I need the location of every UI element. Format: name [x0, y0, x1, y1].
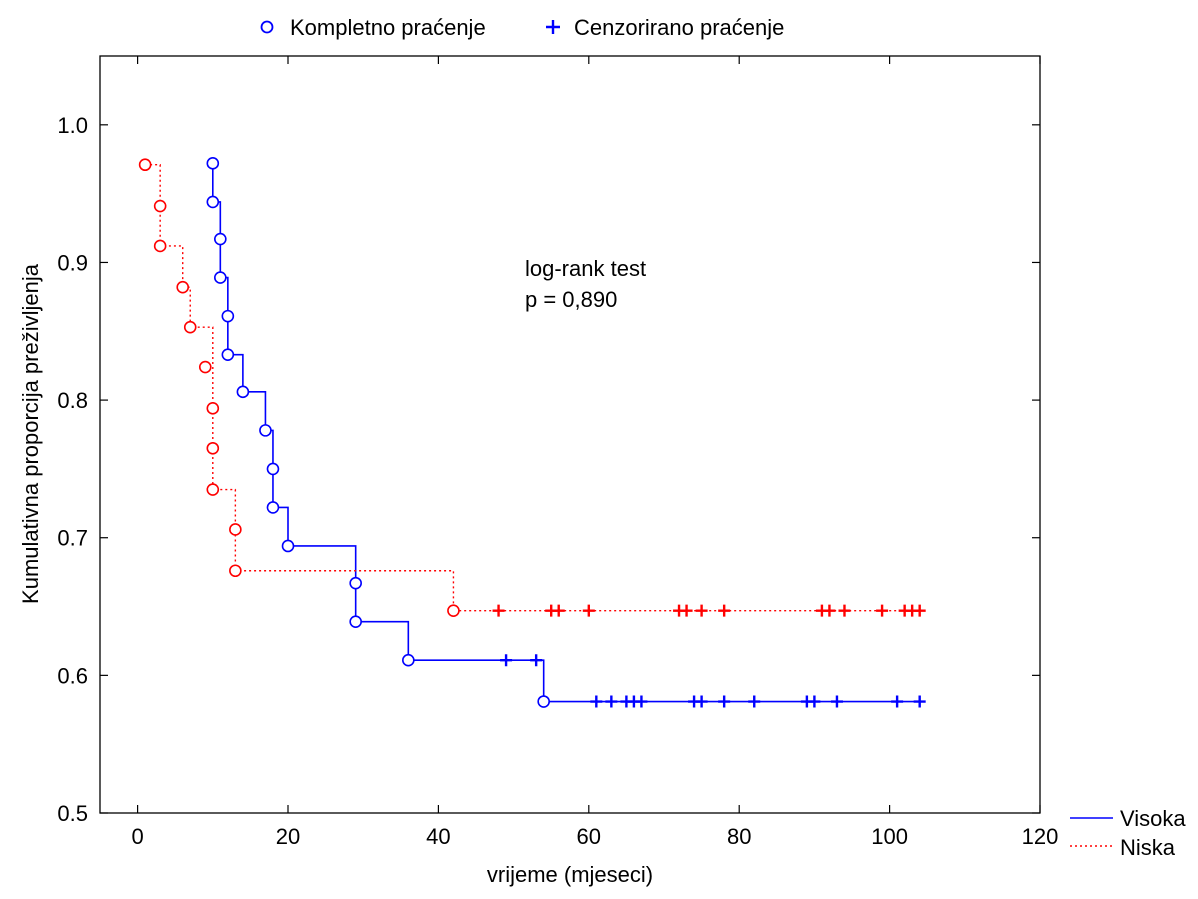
- y-tick-label: 0.7: [57, 526, 88, 551]
- complete-marker-niska: [206, 402, 220, 415]
- censored-marker-niska: [718, 604, 731, 617]
- complete-marker-niska: [153, 239, 167, 253]
- censored-marker-visoka: [500, 654, 513, 667]
- censored-marker-visoka: [830, 695, 843, 708]
- complete-marker-niska: [153, 199, 167, 213]
- complete-marker-visoka: [221, 348, 235, 361]
- complete-marker-icon: [260, 20, 274, 34]
- censored-legend-label: Cenzorirano praćenje: [574, 15, 784, 40]
- censored-marker-visoka: [605, 695, 618, 708]
- complete-marker-visoka: [281, 539, 295, 553]
- x-tick-label: 100: [871, 824, 908, 849]
- complete-marker-visoka: [214, 271, 227, 284]
- complete-marker-niska: [229, 564, 242, 578]
- complete-marker-niska: [138, 158, 152, 172]
- complete-marker-visoka: [236, 385, 250, 399]
- censored-marker-visoka: [695, 695, 708, 708]
- censored-marker-niska: [838, 604, 851, 617]
- x-tick-label: 60: [577, 824, 601, 849]
- x-tick-label: 20: [276, 824, 300, 849]
- censored-marker-visoka: [530, 654, 543, 667]
- complete-marker-niska: [176, 280, 190, 294]
- complete-marker-visoka: [537, 695, 550, 708]
- complete-marker-visoka: [206, 157, 220, 170]
- x-axis-title: vrijeme (mjeseci): [487, 862, 653, 887]
- censored-marker-visoka: [635, 695, 648, 708]
- x-tick-label: 80: [727, 824, 751, 849]
- censored-marker-niska: [680, 604, 693, 617]
- complete-marker-visoka: [266, 501, 280, 514]
- censored-marker-icon: [546, 20, 560, 34]
- complete-marker-visoka: [221, 309, 235, 323]
- censored-marker-visoka: [718, 695, 731, 708]
- axes: 0 20 40 60 80 100 120 0.5 0.6 0.7 0.8 0.9 1.0: [57, 56, 1058, 849]
- complete-marker-niska: [206, 483, 220, 496]
- marker-legend: Kompletno praćenje Cenzorirano praćenje: [260, 15, 784, 40]
- y-axis-title: Kumulativna proporcija preživljenja: [18, 263, 43, 604]
- censored-marker-visoka: [891, 695, 904, 708]
- censored-marker-visoka: [913, 695, 926, 708]
- x-tick-label: 40: [426, 824, 450, 849]
- censored-marker-visoka: [808, 695, 821, 708]
- complete-marker-visoka: [402, 653, 415, 667]
- complete-marker-niska: [198, 360, 212, 374]
- x-tick-label: 0: [131, 824, 143, 849]
- censored-marker-niska: [876, 604, 889, 617]
- series-legend: Visoka Niska: [1070, 806, 1186, 860]
- y-tick-label: 1.0: [57, 113, 88, 138]
- censored-marker-niska: [552, 604, 565, 617]
- legend-label-visoka: Visoka: [1120, 806, 1186, 831]
- annotation-p-value: p = 0,890: [525, 287, 617, 312]
- censored-marker-niska: [695, 604, 708, 617]
- complete-marker-visoka: [214, 232, 227, 246]
- y-tick-label: 0.6: [57, 663, 88, 688]
- plot-frame: [99, 55, 1041, 814]
- complete-marker-visoka: [259, 424, 272, 437]
- complete-marker-visoka: [349, 615, 362, 628]
- censored-marker-niska: [582, 604, 595, 617]
- censored-marker-visoka: [748, 695, 761, 708]
- y-tick-label: 0.5: [57, 801, 88, 826]
- censored-marker-niska: [913, 604, 926, 617]
- y-tick-label: 0.9: [57, 250, 88, 275]
- complete-marker-niska: [447, 604, 460, 617]
- series-line-visoka: [212, 163, 920, 703]
- annotation-test-name: log-rank test: [525, 256, 646, 281]
- censored-marker-niska: [492, 604, 505, 617]
- complete-marker-visoka: [206, 195, 220, 209]
- plot-area: [138, 157, 926, 708]
- complete-marker-niska: [229, 523, 242, 536]
- y-tick-label: 0.8: [57, 388, 88, 413]
- censored-marker-visoka: [590, 695, 603, 708]
- x-tick-label: 120: [1022, 824, 1059, 849]
- complete-marker-visoka: [266, 462, 280, 476]
- censored-marker-niska: [823, 604, 836, 617]
- series-line-niska: [145, 164, 920, 612]
- legend-label-niska: Niska: [1120, 835, 1176, 860]
- complete-marker-visoka: [349, 576, 362, 590]
- complete-marker-niska: [183, 320, 197, 334]
- complete-marker-niska: [206, 441, 220, 455]
- complete-legend-label: Kompletno praćenje: [290, 15, 486, 40]
